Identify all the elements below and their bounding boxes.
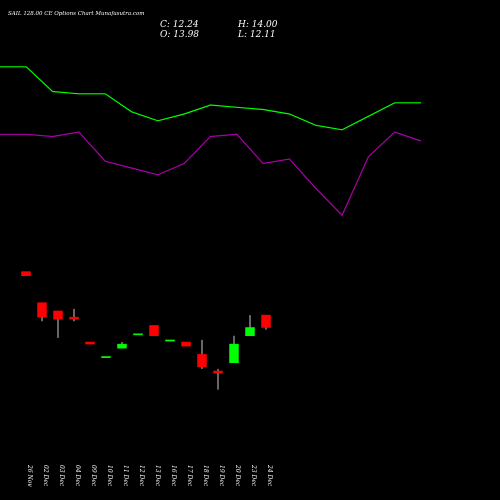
candle bbox=[245, 315, 255, 337]
candle-body bbox=[229, 343, 239, 363]
candle-body bbox=[37, 302, 47, 318]
close-value: C: 12.24 bbox=[160, 20, 199, 30]
candle bbox=[149, 325, 159, 337]
candle bbox=[133, 333, 143, 336]
candle-body bbox=[85, 341, 95, 345]
x-tick-label: 12 Dec bbox=[138, 465, 145, 487]
candles bbox=[21, 271, 271, 390]
x-tick-label: 18 Dec bbox=[202, 465, 209, 487]
candle-body bbox=[69, 316, 79, 320]
candle-body bbox=[133, 333, 143, 336]
candle bbox=[181, 341, 191, 347]
candle bbox=[21, 271, 31, 276]
indicator-line-2 bbox=[0, 131, 422, 217]
candle-body bbox=[181, 341, 191, 347]
candle-body bbox=[165, 339, 175, 342]
x-tick-label: 13 Dec bbox=[154, 465, 161, 487]
x-axis-labels: 26 Nov 02 Dec 03 Dec 04 Dec 09 Dec 10 Dec 11 D… bbox=[26, 464, 273, 487]
candle bbox=[197, 339, 207, 369]
candle-body bbox=[213, 370, 223, 374]
x-tick-label: 20 Dec bbox=[234, 464, 241, 487]
open-value: O: 13.98 bbox=[160, 30, 199, 40]
indicator-lines bbox=[0, 66, 422, 217]
candle bbox=[85, 341, 95, 345]
candle bbox=[229, 335, 239, 363]
x-tick-label: 11 Dec bbox=[122, 465, 129, 487]
x-tick-label: 10 Dec bbox=[106, 465, 113, 487]
chart-title: SAIL 128.00 CE Options Chart Munafasutra… bbox=[8, 11, 144, 17]
indicator-line-1 bbox=[0, 66, 421, 131]
low-value: L: 12.11 bbox=[237, 30, 276, 40]
x-tick-label: 02 Dec bbox=[42, 465, 49, 487]
x-tick-label: 24 Dec bbox=[266, 464, 273, 487]
x-tick-label: 09 Dec bbox=[90, 465, 97, 487]
candle-body bbox=[117, 343, 127, 349]
candle-body bbox=[149, 325, 159, 337]
candle-body bbox=[197, 354, 207, 368]
candle bbox=[53, 310, 63, 338]
candle-body bbox=[245, 327, 255, 337]
candle bbox=[261, 314, 271, 330]
candle-body bbox=[21, 271, 31, 276]
candle bbox=[69, 308, 79, 322]
candle-body bbox=[101, 356, 111, 358]
candle bbox=[101, 356, 111, 358]
x-tick-label: 23 Dec bbox=[250, 464, 257, 487]
candle bbox=[213, 368, 223, 390]
candle-body bbox=[53, 310, 63, 320]
candle bbox=[117, 342, 127, 349]
x-tick-label: 17 Dec bbox=[186, 465, 193, 487]
high-value: H: 14.00 bbox=[237, 20, 278, 30]
x-tick-label: 19 Dec bbox=[218, 465, 225, 487]
x-tick-label: 16 Dec bbox=[170, 465, 177, 487]
candle bbox=[37, 302, 47, 322]
x-tick-label: 03 Dec bbox=[58, 465, 65, 487]
x-tick-label: 04 Dec bbox=[74, 465, 81, 487]
candle bbox=[165, 339, 175, 342]
x-tick-label: 26 Nov bbox=[26, 464, 33, 487]
candle-body bbox=[261, 314, 271, 328]
